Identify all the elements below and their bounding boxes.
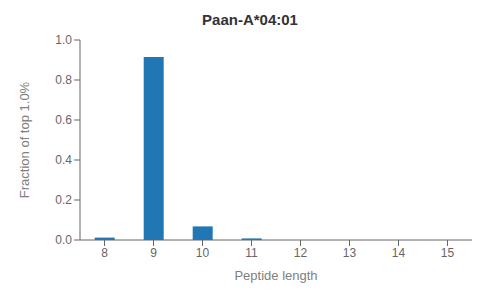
svg-text:Fraction of top 1.0%: Fraction of top 1.0%	[17, 81, 32, 198]
svg-text:0.2: 0.2	[55, 193, 72, 207]
svg-text:14: 14	[392, 246, 406, 260]
svg-text:11: 11	[245, 246, 258, 260]
svg-text:13: 13	[343, 246, 357, 260]
svg-text:0.8: 0.8	[55, 73, 72, 87]
svg-text:15: 15	[441, 246, 455, 260]
svg-text:0.0: 0.0	[55, 233, 72, 247]
svg-text:1.0: 1.0	[55, 33, 72, 47]
svg-text:9: 9	[150, 246, 157, 260]
svg-text:8: 8	[101, 246, 108, 260]
svg-text:Peptide length: Peptide length	[234, 268, 317, 283]
svg-text:12: 12	[294, 246, 308, 260]
svg-text:10: 10	[196, 246, 210, 260]
svg-text:0.6: 0.6	[55, 113, 72, 127]
html-text:Paan-A*04:01: Paan-A*04:01	[202, 11, 298, 28]
svg-text:0.4: 0.4	[55, 153, 72, 167]
